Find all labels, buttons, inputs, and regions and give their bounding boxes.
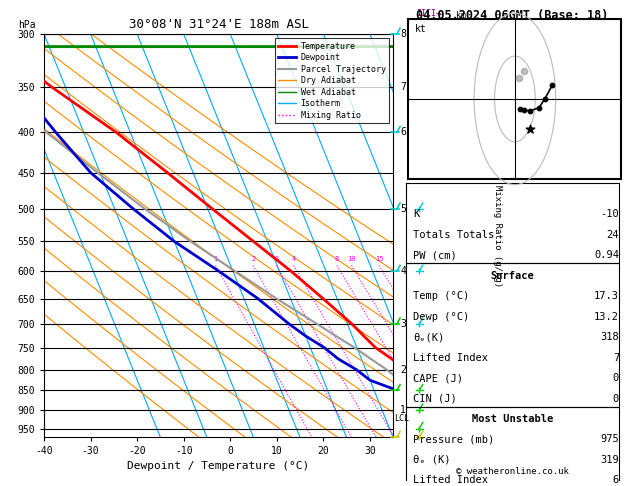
Text: 4: 4	[291, 256, 296, 262]
Text: 8: 8	[335, 256, 339, 262]
Text: 318: 318	[600, 332, 619, 342]
Point	[547, 81, 557, 89]
Point	[525, 125, 535, 133]
Text: 8: 8	[400, 29, 406, 39]
Title: 30°08'N 31°24'E 188m ASL: 30°08'N 31°24'E 188m ASL	[128, 18, 309, 32]
Text: -10: -10	[600, 209, 619, 219]
Text: 0: 0	[613, 373, 619, 383]
Text: LCL: LCL	[394, 414, 409, 423]
Text: 0: 0	[613, 394, 619, 403]
Legend: Temperature, Dewpoint, Parcel Trajectory, Dry Adiabat, Wet Adiabat, Isotherm, Mi: Temperature, Dewpoint, Parcel Trajectory…	[275, 38, 389, 123]
Text: 5: 5	[400, 204, 406, 214]
Text: Mixing Ratio (g/kg): Mixing Ratio (g/kg)	[493, 185, 503, 287]
Text: Temp (°C): Temp (°C)	[413, 291, 469, 301]
Text: 3: 3	[274, 256, 279, 262]
Point	[515, 105, 525, 113]
Text: 1: 1	[213, 256, 218, 262]
Text: 7: 7	[400, 82, 406, 92]
Text: 24: 24	[606, 230, 619, 240]
Text: 6: 6	[400, 127, 406, 138]
Point	[515, 74, 525, 82]
Text: Dewp (°C): Dewp (°C)	[413, 312, 469, 322]
Text: 4: 4	[400, 266, 406, 276]
Text: Most Unstable: Most Unstable	[472, 414, 554, 424]
Text: CAPE (J): CAPE (J)	[413, 373, 463, 383]
Text: 975: 975	[600, 434, 619, 445]
X-axis label: Dewpoint / Temperature (°C): Dewpoint / Temperature (°C)	[128, 461, 309, 470]
Text: 2: 2	[251, 256, 255, 262]
Point	[525, 107, 535, 115]
Bar	[408, 19, 621, 179]
Text: 2: 2	[400, 364, 406, 375]
Text: 15: 15	[375, 256, 383, 262]
Text: 13.2: 13.2	[594, 312, 619, 322]
Text: kt: kt	[415, 24, 427, 34]
Text: 04.05.2024 06GMT (Base: 18): 04.05.2024 06GMT (Base: 18)	[416, 9, 609, 22]
Text: CIN (J): CIN (J)	[413, 394, 457, 403]
Text: Surface: Surface	[491, 271, 535, 280]
Point	[520, 106, 530, 114]
Text: Lifted Index: Lifted Index	[413, 475, 488, 486]
Text: 10: 10	[347, 256, 356, 262]
Text: Pressure (mb): Pressure (mb)	[413, 434, 494, 445]
Text: θₑ (K): θₑ (K)	[413, 455, 450, 465]
Text: © weatheronline.co.uk: © weatheronline.co.uk	[456, 468, 569, 476]
Point	[534, 104, 544, 112]
Text: 319: 319	[600, 455, 619, 465]
Text: Totals Totals: Totals Totals	[413, 230, 494, 240]
Point	[540, 95, 550, 103]
Text: km
ASL: km ASL	[456, 11, 471, 30]
Text: K: K	[413, 209, 420, 219]
Text: 17.3: 17.3	[594, 291, 619, 301]
Point	[519, 67, 529, 75]
Text: 1: 1	[400, 405, 406, 415]
Text: IIII→: IIII→	[416, 9, 441, 18]
Text: 6: 6	[613, 475, 619, 486]
Text: θₑ(K): θₑ(K)	[413, 332, 444, 342]
Text: 0.94: 0.94	[594, 250, 619, 260]
Text: 3: 3	[400, 319, 406, 329]
Text: PW (cm): PW (cm)	[413, 250, 457, 260]
Text: 7: 7	[613, 352, 619, 363]
Text: Lifted Index: Lifted Index	[413, 352, 488, 363]
Text: hPa: hPa	[18, 20, 35, 30]
